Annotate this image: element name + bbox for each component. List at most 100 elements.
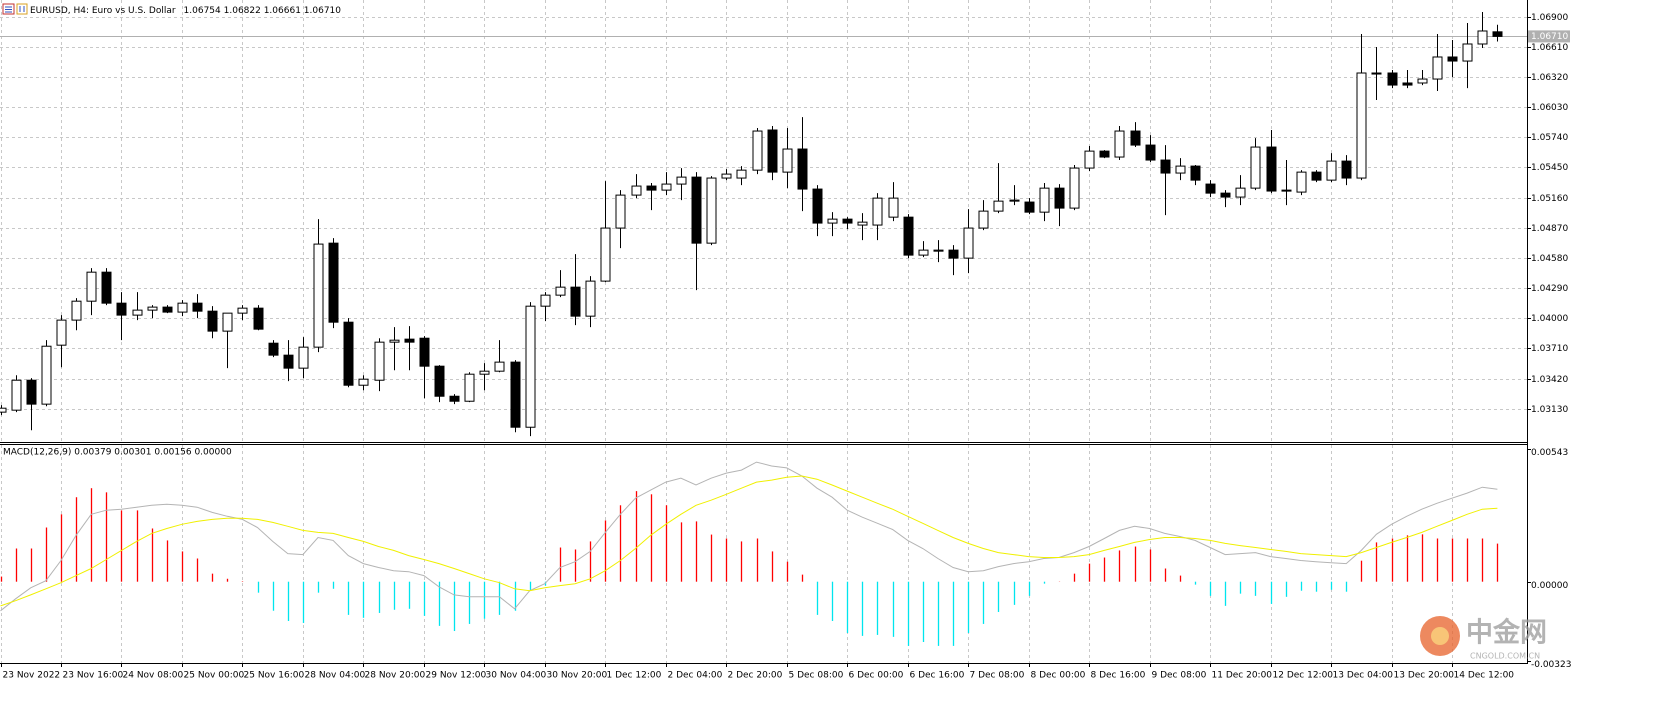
x-tick-label: 5 Dec 08:00 [789, 671, 844, 681]
x-tick-label: 1 Dec 12:00 [607, 671, 662, 681]
y-tick-label: 1.05450 [1531, 163, 1568, 173]
candle-body [177, 302, 188, 313]
x-tick-label: 14 Dec 12:00 [1454, 671, 1515, 681]
x-tick-label: 8 Dec 00:00 [1031, 671, 1086, 681]
candle-body [0, 407, 7, 413]
indicator-title: MACD(12,26,9) 0.00379 0.00301 0.00156 0.… [3, 448, 232, 458]
candle-body [600, 227, 611, 282]
plot [0, 11, 1503, 646]
candle-body [1235, 187, 1246, 198]
candle-body [1356, 72, 1367, 179]
y-tick-label: 1.05160 [1531, 194, 1568, 204]
symbol-icon [2, 3, 28, 15]
candle-body [374, 341, 385, 381]
candle-body [721, 173, 732, 179]
candle-body [1160, 159, 1171, 174]
x-tick-label: 6 Dec 00:00 [849, 671, 904, 681]
candle-body [86, 271, 97, 302]
candle-body [978, 210, 989, 229]
candle-body [192, 302, 203, 312]
candle-body [41, 345, 52, 405]
candle-body [812, 188, 823, 224]
watermark: 中金网 CNGOLD.COM.CN [1420, 616, 1547, 661]
y-tick-label: 1.06030 [1531, 103, 1568, 113]
candle-body [706, 177, 717, 244]
candle-body [56, 319, 67, 346]
candle-body [1009, 199, 1020, 202]
x-tick-label: 13 Dec 20:00 [1394, 671, 1455, 681]
x-tick-label: 7 Dec 08:00 [970, 671, 1025, 681]
candle-body [207, 310, 218, 332]
y-tick-label: 1.04000 [1531, 314, 1568, 324]
candle-body [872, 197, 883, 226]
candle-body [1205, 183, 1216, 194]
x-tick-label: 23 Nov 16:00 [63, 671, 124, 681]
candle-body [1039, 187, 1050, 213]
candle-body [842, 218, 853, 224]
y-tick-label: 1.03710 [1531, 344, 1568, 354]
candle-body [963, 227, 974, 259]
candle-body [857, 221, 868, 226]
candle-body [1371, 72, 1382, 75]
candle-body [782, 148, 793, 173]
candle-body [1069, 167, 1080, 209]
candle-body [797, 148, 808, 190]
x-tick-label: 2 Dec 20:00 [728, 671, 783, 681]
candle-body [1387, 72, 1398, 86]
candle-body [948, 249, 959, 259]
candle-body [540, 294, 551, 307]
last-price-box [1528, 30, 1570, 43]
x-tick-label: 2 Dec 04:00 [668, 671, 723, 681]
candle-body [585, 280, 596, 317]
candle-body [419, 337, 430, 367]
candle-body [162, 306, 173, 313]
candle-body [132, 309, 143, 316]
y-tick-label: 1.04290 [1531, 284, 1568, 294]
candle-body [1175, 165, 1186, 174]
x-tick-label: 6 Dec 16:00 [910, 671, 965, 681]
x-tick-label: 9 Dec 08:00 [1152, 671, 1207, 681]
candle-body [1477, 30, 1488, 45]
candle-body [736, 169, 747, 179]
candle-body [358, 378, 369, 386]
candle-body [1296, 171, 1307, 193]
y-tick-label: 1.04870 [1531, 224, 1568, 234]
y-tick-label: 1.06610 [1531, 43, 1568, 53]
candle-body [494, 361, 505, 372]
main-line [0, 461, 1498, 612]
candle-body [1084, 150, 1095, 169]
candle-body [1311, 171, 1322, 181]
candle-body [1145, 144, 1156, 161]
candle-body [11, 379, 22, 411]
y-tick-label: -0.00323 [1531, 660, 1571, 670]
candle-body [1024, 201, 1035, 213]
candle-body [933, 249, 944, 252]
x-tick-label: 28 Nov 04:00 [305, 671, 366, 681]
candle-body [1266, 146, 1277, 192]
x-tick-label: 28 Nov 20:00 [365, 671, 426, 681]
candle-body [631, 185, 642, 196]
candle-body [147, 306, 158, 311]
x-tick-label: 30 Nov 20:00 [547, 671, 608, 681]
watermark-name: 中金网 [1466, 617, 1547, 649]
candle-body [646, 185, 657, 191]
candle-body [1432, 56, 1443, 80]
signal-line [0, 475, 1498, 607]
candle-body [1130, 130, 1141, 146]
candle-body [918, 249, 929, 256]
x-tick-label: 30 Nov 04:00 [486, 671, 547, 681]
candle-body [1341, 160, 1352, 179]
candle-body [313, 243, 324, 348]
x-tick-label: 25 Nov 00:00 [184, 671, 245, 681]
candle-body [767, 129, 778, 173]
y-tick-label: 0.00000 [1531, 581, 1568, 591]
candle-body [298, 346, 309, 369]
ohlc-info: 1.06754 1.06822 1.06661 1.06710 [184, 6, 342, 16]
candle-body [691, 176, 702, 244]
candle-body [1417, 78, 1428, 84]
candle-body [1190, 165, 1201, 181]
x-tick-label: 24 Nov 08:00 [123, 671, 184, 681]
y-tick-label: 0.00543 [1531, 448, 1568, 458]
